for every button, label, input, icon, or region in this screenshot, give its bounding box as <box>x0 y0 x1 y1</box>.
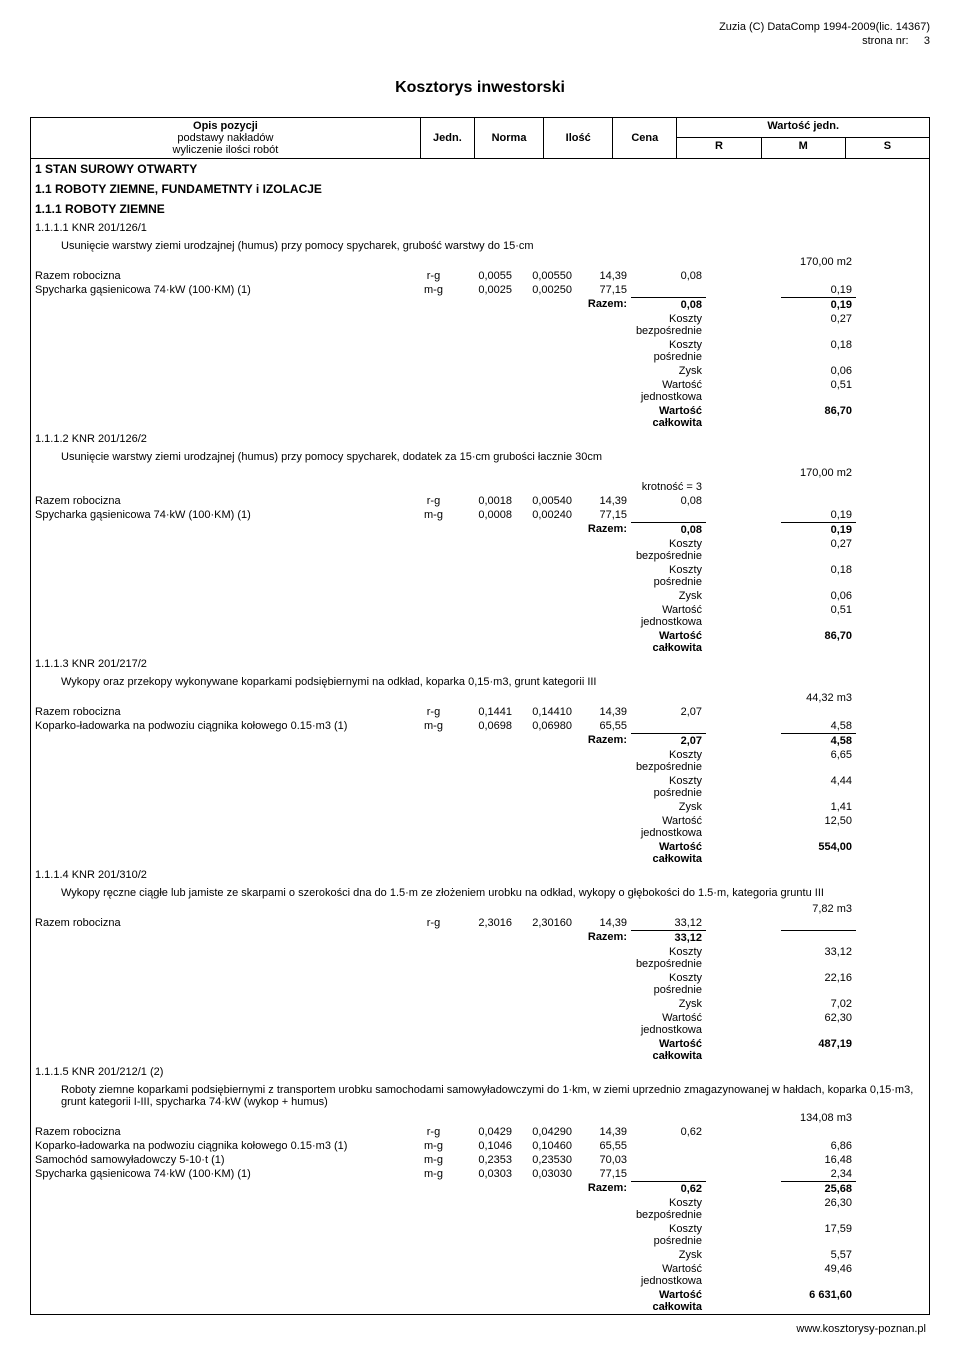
header-line2: strona nr: <box>862 35 908 47</box>
resource-label: Samochód samowyładowczy 5-10·t (1) <box>35 1154 225 1166</box>
kp-label: Koszty pośrednie <box>654 775 702 799</box>
item-unit: 170,00 m2 <box>800 467 852 479</box>
col-r: R <box>677 138 761 159</box>
section-1: 1 STAN SUROWY OTWARTY <box>31 159 929 179</box>
col-wartosc: Wartość jedn. <box>677 117 930 138</box>
resource-label: Spycharka gąsienicowa 74·kW (100·KM) (1) <box>35 509 251 521</box>
razem-label: Razem: <box>588 298 627 310</box>
item-desc: Roboty ziemne koparkami podsiębiernymi z… <box>31 1081 929 1111</box>
zy-label: Zysk <box>679 801 702 813</box>
item-unit: 44,32 m3 <box>806 692 852 704</box>
resource-label: Razem robocizna <box>35 917 121 929</box>
section-1-1-1: 1.1.1 ROBOTY ZIEMNE <box>31 199 929 219</box>
col-m: M <box>761 138 845 159</box>
resource-label: Razem robocizna <box>35 1126 121 1138</box>
footer-url: www.kosztorysy-poznan.pl <box>30 1323 930 1335</box>
kp-label: Koszty pośrednie <box>654 972 702 996</box>
kb-label: Koszty bezpośrednie <box>636 538 702 562</box>
item-desc: Wykopy ręczne ciągłe lub jamiste ze skar… <box>31 884 929 902</box>
document-title: Kosztorys inwestorski <box>30 79 930 97</box>
col-ilosc: Ilość <box>544 117 613 158</box>
col-opis: Opis pozycji podstawy nakładów wyliczeni… <box>31 117 421 158</box>
razem-label: Razem: <box>588 734 627 746</box>
razem-label: Razem: <box>588 1182 627 1194</box>
kb-label: Koszty bezpośrednie <box>636 313 702 337</box>
item-code: 1.1.1.1 KNR 201/126/1 <box>35 222 147 234</box>
wc-label: Wartość całkowita <box>652 1289 702 1313</box>
resource-label: Razem robocizna <box>35 706 121 718</box>
krotnosc: krotność = 3 <box>642 481 702 493</box>
wc-label: Wartość całkowita <box>652 630 702 654</box>
page-number: 3 <box>924 35 930 47</box>
item-code: 1.1.1.4 KNR 201/310/2 <box>35 869 147 881</box>
wj-label: Wartość jednostkowa <box>641 1012 702 1036</box>
resource-label: Spycharka gąsienicowa 74·kW (100·KM) (1) <box>35 1168 251 1180</box>
section-1-1: 1.1 ROBOTY ZIEMNE, FUNDAMETNTY i IZOLACJ… <box>31 179 929 199</box>
razem-label: Razem: <box>588 931 627 943</box>
item-code: 1.1.1.5 KNR 201/212/1 (2) <box>35 1066 163 1078</box>
zy-label: Zysk <box>679 998 702 1010</box>
col-norma: Norma <box>474 117 543 158</box>
item-code: 1.1.1.3 KNR 201/217/2 <box>35 658 147 670</box>
kb-label: Koszty bezpośrednie <box>636 946 702 970</box>
header-line1: Zuzia (C) DataComp 1994-2009(lic. 14367) <box>719 21 930 33</box>
resource-label: Koparko-ładowarka na podwoziu ciągnika k… <box>35 720 347 732</box>
item-unit: 7,82 m3 <box>812 903 852 915</box>
item-desc: Wykopy oraz przekopy wykonywane koparkam… <box>31 673 929 691</box>
item-desc: Usunięcie warstwy ziemi urodzajnej (humu… <box>31 237 929 255</box>
zy-label: Zysk <box>679 365 702 377</box>
wj-label: Wartość jednostkowa <box>641 379 702 403</box>
wc-label: Wartość całkowita <box>652 405 702 429</box>
wj-label: Wartość jednostkowa <box>641 815 702 839</box>
item-unit: 134,08 m3 <box>800 1112 852 1124</box>
kp-label: Koszty pośrednie <box>654 339 702 363</box>
wc-label: Wartość całkowita <box>652 841 702 865</box>
razem-label: Razem: <box>588 523 627 535</box>
wj-label: Wartość jednostkowa <box>641 1263 702 1287</box>
item-desc: Usunięcie warstwy ziemi urodzajnej (humu… <box>31 448 929 466</box>
col-s: S <box>845 138 929 159</box>
kb-label: Koszty bezpośrednie <box>636 1197 702 1221</box>
resource-label: Razem robocizna <box>35 270 121 282</box>
zy-label: Zysk <box>679 1249 702 1261</box>
wc-label: Wartość całkowita <box>652 1038 702 1062</box>
resource-label: Spycharka gąsienicowa 74·kW (100·KM) (1) <box>35 284 251 296</box>
col-cena: Cena <box>613 117 677 158</box>
item-unit: 170,00 m2 <box>800 256 852 268</box>
kp-label: Koszty pośrednie <box>654 564 702 588</box>
cost-table: Opis pozycji podstawy nakładów wyliczeni… <box>30 117 930 1315</box>
item-code: 1.1.1.2 KNR 201/126/2 <box>35 433 147 445</box>
resource-label: Koparko-ładowarka na podwoziu ciągnika k… <box>35 1140 347 1152</box>
page-header: Zuzia (C) DataComp 1994-2009(lic. 14367)… <box>30 20 930 49</box>
kb-label: Koszty bezpośrednie <box>636 749 702 773</box>
kp-label: Koszty pośrednie <box>654 1223 702 1247</box>
col-jedn: Jedn. <box>420 117 474 158</box>
resource-label: Razem robocizna <box>35 495 121 507</box>
zy-label: Zysk <box>679 590 702 602</box>
wj-label: Wartość jednostkowa <box>641 604 702 628</box>
